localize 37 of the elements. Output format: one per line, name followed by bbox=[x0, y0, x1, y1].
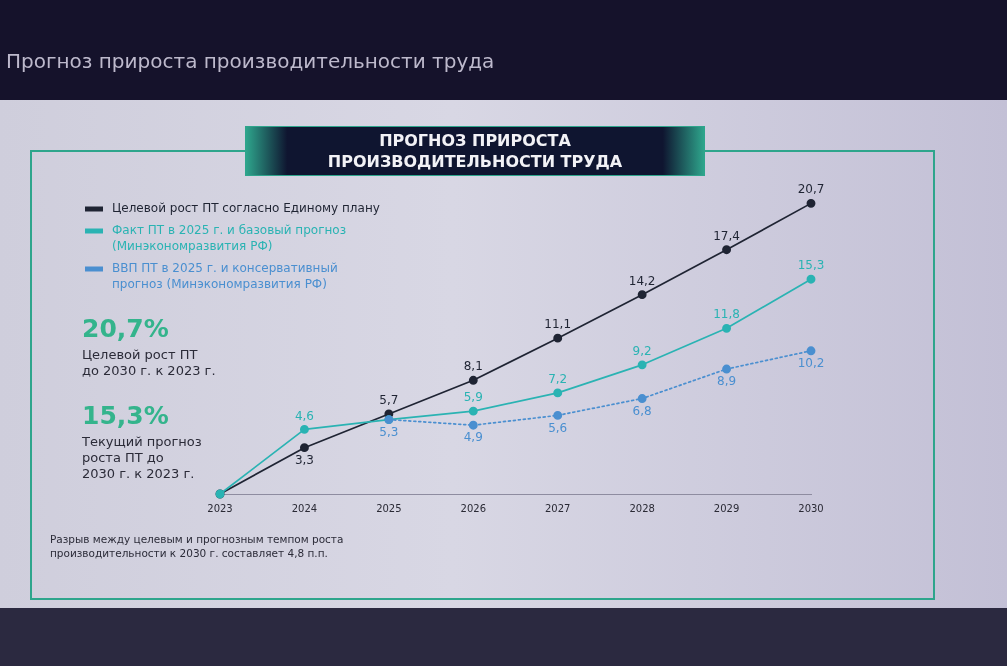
text: 15,3% bbox=[82, 401, 169, 431]
data-label: 5,7 bbox=[379, 393, 399, 408]
data-label: 5,3 bbox=[379, 424, 399, 439]
data-label: 8,9 bbox=[717, 374, 737, 389]
x-tick-label: 2028 bbox=[629, 502, 655, 514]
data-label: 9,2 bbox=[632, 343, 652, 358]
legend-label: Факт ПТ в 2025 г. и базовый прогноз (Минэкономразвития РФ) bbox=[112, 223, 347, 254]
text: Целевой рост ПТ до 2030 г. к 2023 г. bbox=[82, 347, 217, 379]
legend-label: Целевой рост ПТ согласно Единому плану bbox=[112, 201, 380, 216]
data-label: 8,1 bbox=[463, 359, 483, 374]
data-label: 20,7 bbox=[797, 182, 825, 197]
legend-label: ВВП ПТ в 2025 г. и консервативный прогноз (Минэкономразвития РФ) bbox=[112, 261, 338, 292]
x-tick-label: 2026 bbox=[460, 502, 487, 514]
data-label: 11,8 bbox=[713, 307, 740, 322]
text: 20,7% bbox=[82, 314, 169, 344]
text: Текущий прогноз роста ПТ до 2030 г. к 2023 г. bbox=[82, 434, 203, 482]
data-label: 5,9 bbox=[463, 390, 483, 405]
x-tick-label: 2023 bbox=[207, 502, 233, 514]
data-label: 4,9 bbox=[463, 430, 483, 445]
x-tick-label: 2024 bbox=[291, 502, 318, 514]
x-tick-label: 2029 bbox=[713, 502, 740, 514]
x-tick-label: 2027 bbox=[544, 502, 571, 514]
data-label: 14,2 bbox=[628, 273, 656, 288]
data-label: 10,2 bbox=[797, 355, 825, 370]
data-label: 6,8 bbox=[632, 403, 652, 418]
x-tick-label: 2025 bbox=[376, 502, 402, 514]
data-label: 7,2 bbox=[548, 372, 568, 387]
data-label: 5,6 bbox=[548, 420, 568, 435]
data-label: 3,3 bbox=[294, 452, 314, 467]
data-label: 11,1 bbox=[544, 317, 572, 332]
x-tick-label: 2030 bbox=[798, 502, 824, 514]
chart-title: Прогноз прироста производительности труда bbox=[6, 49, 495, 73]
text: Разрыв между целевым и прогнозным темпом роста производительности к 2030 г. составляет 4,8 п.п. bbox=[50, 532, 345, 560]
chart-subtitle: ПРОГНОЗ ПРИРОСТА ПРОИЗВОДИТЕЛЬНОСТИ ТРУДА bbox=[326, 130, 624, 172]
data-label: 17,4 bbox=[713, 228, 740, 243]
data-label: 15,3 bbox=[797, 258, 825, 273]
data-label: 4,6 bbox=[294, 408, 314, 423]
